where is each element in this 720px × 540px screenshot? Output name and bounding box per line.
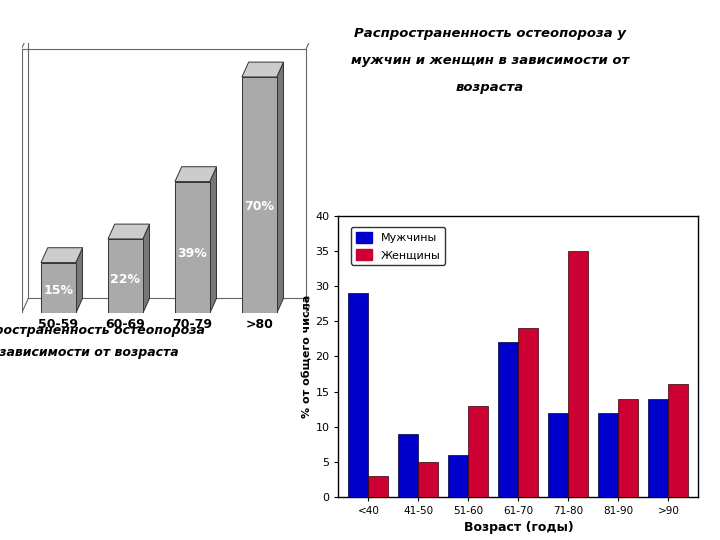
Bar	[469, 406, 488, 497]
Text: 39%: 39%	[178, 247, 207, 260]
Bar	[618, 399, 639, 497]
Text: мужчин и женщин в зависимости от: мужчин и женщин в зависимости от	[351, 54, 629, 67]
Bar	[568, 251, 588, 497]
Bar	[418, 462, 438, 497]
Text: 70%: 70%	[244, 200, 274, 213]
Text: 22%: 22%	[110, 273, 140, 286]
Bar	[242, 77, 276, 313]
Bar	[398, 434, 418, 497]
Text: в зависимости от возраста: в зависимости от возраста	[0, 346, 179, 359]
Polygon shape	[76, 248, 83, 313]
Text: Распространенность остеопороза: Распространенность остеопороза	[0, 324, 204, 337]
Legend: Мужчины, Женщины: Мужчины, Женщины	[351, 227, 446, 265]
Bar	[369, 476, 388, 497]
Bar	[549, 413, 568, 497]
Bar	[598, 413, 618, 497]
Text: возраста: возраста	[456, 81, 523, 94]
Y-axis label: % от общего числа: % от общего числа	[301, 295, 311, 418]
Text: Распространенность остеопороза у: Распространенность остеопороза у	[354, 27, 626, 40]
X-axis label: Возраст (годы): Возраст (годы)	[464, 522, 573, 535]
Bar	[175, 181, 210, 313]
Polygon shape	[276, 62, 284, 313]
Bar	[668, 384, 688, 497]
Bar	[518, 328, 539, 497]
Polygon shape	[242, 62, 284, 77]
Bar	[348, 293, 369, 497]
Bar	[449, 455, 469, 497]
Polygon shape	[143, 224, 150, 313]
Polygon shape	[210, 167, 217, 313]
Polygon shape	[108, 224, 150, 239]
Bar	[108, 239, 143, 313]
Polygon shape	[41, 248, 83, 262]
Bar	[41, 262, 76, 313]
Text: 15%: 15%	[43, 284, 73, 297]
Bar	[649, 399, 668, 497]
Bar	[498, 342, 518, 497]
Polygon shape	[175, 167, 217, 181]
